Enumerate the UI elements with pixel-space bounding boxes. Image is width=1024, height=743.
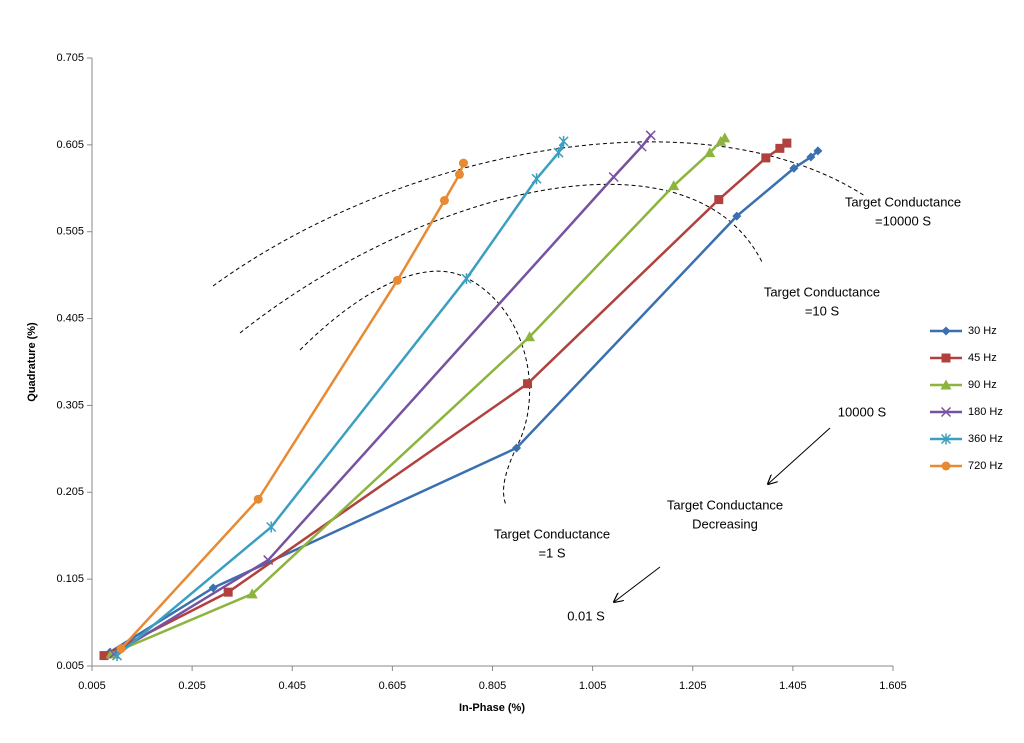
marker <box>813 146 823 156</box>
marker <box>668 180 680 191</box>
marker <box>531 173 542 185</box>
marker <box>732 211 742 221</box>
series <box>116 158 468 654</box>
x-tick-label: 0.805 <box>479 680 507 692</box>
marker <box>553 147 564 159</box>
series-line <box>113 134 652 655</box>
marker <box>558 135 569 147</box>
series-line <box>109 149 819 654</box>
marker <box>208 583 218 593</box>
annotation: Target Conductance <box>845 194 961 209</box>
annotation: Decreasing <box>692 516 758 531</box>
marker <box>636 141 647 152</box>
marker <box>246 588 258 599</box>
legend-label: 30 Hz <box>968 325 997 337</box>
x-tick-label: 0.605 <box>379 680 407 692</box>
marker <box>782 138 792 148</box>
x-tick-label: 1.205 <box>679 680 707 692</box>
annotation: 10000 S <box>838 404 887 419</box>
marker <box>266 521 277 533</box>
y-tick-label: 0.705 <box>56 52 84 64</box>
marker <box>941 461 951 471</box>
y-tick-label: 0.305 <box>56 399 84 411</box>
marker <box>608 171 619 183</box>
marker <box>761 153 771 163</box>
marker <box>941 353 951 363</box>
y-tick-label: 0.605 <box>56 139 84 151</box>
marker <box>392 275 402 285</box>
series <box>105 146 823 657</box>
marker <box>940 379 952 390</box>
annotation: =10000 S <box>875 213 931 228</box>
marker <box>253 494 263 504</box>
marker <box>523 379 533 389</box>
series <box>105 132 731 659</box>
marker <box>454 169 464 179</box>
conductance-curves <box>212 141 866 506</box>
y-tick-label: 0.105 <box>56 573 84 585</box>
curve-1s <box>299 270 531 506</box>
legend-label: 90 Hz <box>968 379 997 391</box>
marker <box>719 132 731 143</box>
annotation: Target Conductance <box>667 497 783 512</box>
x-tick-label: 0.205 <box>178 680 206 692</box>
curve-10s <box>239 183 763 334</box>
marker <box>524 331 536 342</box>
series <box>112 135 569 662</box>
legend-label: 180 Hz <box>968 406 1003 418</box>
series <box>99 138 792 661</box>
annotation: =10 S <box>805 303 840 318</box>
marker <box>941 326 951 336</box>
marker <box>704 147 716 158</box>
x-tick-label: 0.405 <box>278 680 306 692</box>
marker <box>940 433 952 445</box>
x-tick-label: 0.005 <box>78 680 106 692</box>
curve-10000s <box>212 141 866 287</box>
annotation: Target Conductance <box>764 284 880 299</box>
arrow <box>614 566 661 602</box>
legend-label: 720 Hz <box>968 460 1003 472</box>
series <box>108 130 656 659</box>
x-tick-label: 1.005 <box>579 680 607 692</box>
marker <box>789 163 799 173</box>
y-axis-label: Quadrature (%) <box>26 322 38 402</box>
marker <box>263 555 274 566</box>
marker <box>105 648 117 659</box>
marker <box>940 406 952 418</box>
marker <box>461 273 472 285</box>
marker <box>714 195 724 205</box>
legend: 30 Hz 45 Hz 90 Hz 180 Hz 360 Hz 720 Hz <box>930 325 1003 472</box>
annotation: Target Conductance <box>494 526 610 541</box>
x-tick-label: 1.605 <box>879 680 907 692</box>
arrow <box>768 427 831 484</box>
y-tick-label: 0.405 <box>56 312 84 324</box>
series-line <box>103 142 788 657</box>
marker <box>223 587 233 597</box>
marker <box>806 152 816 162</box>
marker <box>645 130 656 141</box>
legend-label: 45 Hz <box>968 352 997 364</box>
annotation: =1 S <box>538 545 565 560</box>
annotation: 0.01 S <box>567 608 605 623</box>
x-axis-label: In-Phase (%) <box>459 702 525 714</box>
x-tick-label: 1.405 <box>779 680 807 692</box>
marker <box>458 158 468 168</box>
marker <box>512 443 522 453</box>
y-tick-label: 0.505 <box>56 226 84 238</box>
marker <box>775 143 785 153</box>
legend-label: 360 Hz <box>968 433 1003 445</box>
y-tick-label: 0.205 <box>56 486 84 498</box>
y-tick-label: 0.005 <box>56 660 84 672</box>
marker <box>439 195 449 205</box>
marker <box>116 644 126 654</box>
marker <box>99 651 109 661</box>
